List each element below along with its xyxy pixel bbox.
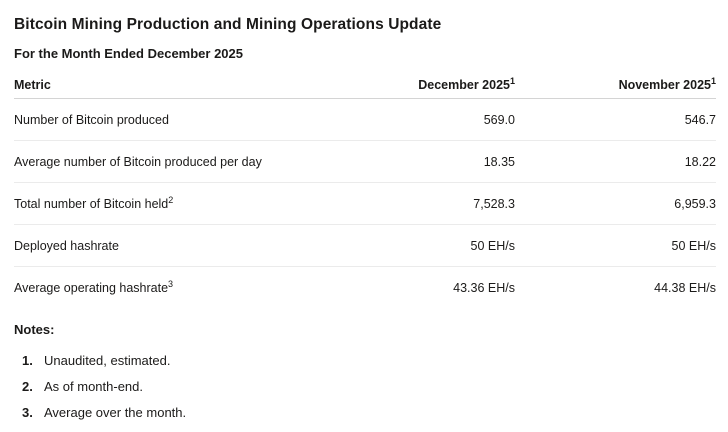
note-number: 1. [22, 353, 33, 368]
november-value: 546.7 [684, 112, 716, 127]
notes-list: 1. Unaudited, estimated. 2. As of month-… [14, 352, 716, 422]
november-value: 18.22 [684, 154, 716, 169]
list-item: 2. As of month-end. [22, 378, 716, 396]
table-header-row: Metric December 20251 November 20251 [14, 72, 716, 99]
col-header-december-label: December 2025 [418, 78, 510, 92]
col-header-december: December 20251 [364, 75, 515, 92]
col-header-metric-label: Metric [14, 78, 51, 92]
list-item: 3. Average over the month. [22, 404, 716, 422]
report-subtitle: For the Month Ended December 2025 [14, 46, 243, 61]
col-header-november: November 20251 [515, 75, 716, 92]
notes-heading: Notes: [14, 322, 55, 337]
november-value: 44.38 EH/s [654, 281, 716, 295]
metric-cell: Total number of Bitcoin held2 [14, 194, 364, 211]
metric-cell: Deployed hashrate [14, 239, 364, 253]
metric-cell: Average operating hashrate3 [14, 278, 364, 295]
note-number: 3. [22, 405, 33, 420]
metric-label: Average operating hashrate [14, 281, 169, 295]
metric-label: Number of Bitcoin produced [14, 112, 169, 127]
col-header-november-label: November 2025 [618, 78, 711, 92]
table-row: Number of Bitcoin produced 569.0 546.7 [14, 99, 716, 141]
report-page: Bitcoin Mining Production and Mining Ope… [14, 16, 716, 422]
footnote-marker: 1 [710, 75, 716, 86]
december-value: 43.36 EH/s [453, 281, 515, 295]
december-value: 569.0 [483, 112, 515, 127]
metric-label: Average number of Bitcoin produced per d… [14, 154, 262, 169]
metric-cell: Average number of Bitcoin produced per d… [14, 155, 364, 169]
footnote-marker: 1 [509, 75, 515, 86]
table-row: Total number of Bitcoin held2 7,528.3 6,… [14, 183, 716, 225]
note-text: Unaudited, estimated. [44, 353, 171, 368]
table-row: Average operating hashrate3 43.36 EH/s 4… [14, 267, 716, 309]
december-value: 50 EH/s [470, 238, 515, 253]
footnote-marker: 3 [168, 278, 174, 289]
november-value: 6,959.3 [674, 196, 716, 211]
december-value: 7,528.3 [473, 196, 515, 211]
list-item: 1. Unaudited, estimated. [22, 352, 716, 370]
report-title: Bitcoin Mining Production and Mining Ope… [14, 16, 442, 33]
metric-label: Total number of Bitcoin held [14, 196, 169, 211]
november-value: 50 EH/s [671, 238, 716, 253]
table-row: Deployed hashrate 50 EH/s 50 EH/s [14, 225, 716, 267]
note-number: 2. [22, 379, 33, 394]
metric-cell: Number of Bitcoin produced [14, 113, 364, 127]
footnote-marker: 2 [168, 194, 174, 205]
metrics-table: Metric December 20251 November 20251 Num… [14, 72, 716, 309]
col-header-metric: Metric [14, 78, 364, 92]
note-text: As of month-end. [44, 379, 143, 394]
table-row: Average number of Bitcoin produced per d… [14, 141, 716, 183]
note-text: Average over the month. [44, 405, 187, 420]
metric-label: Deployed hashrate [14, 238, 119, 253]
december-value: 18.35 [483, 154, 515, 169]
